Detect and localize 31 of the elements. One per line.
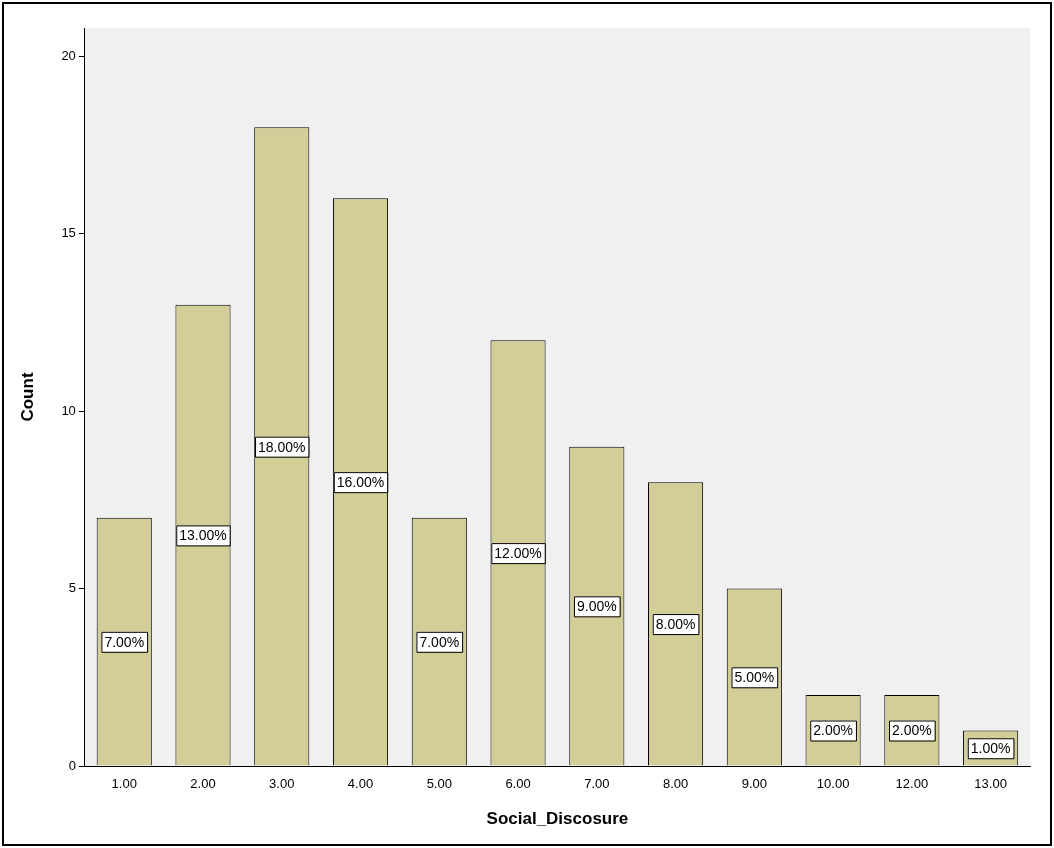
- x-tick-label: 3.00: [269, 776, 295, 792]
- x-tick-label: 4.00: [347, 776, 374, 792]
- x-tick-label: 12.00: [895, 776, 929, 792]
- data-label: 2.00%: [892, 722, 932, 739]
- data-label: 5.00%: [734, 669, 775, 686]
- data-label: 12.00%: [494, 544, 542, 561]
- data-label: 18.00%: [258, 438, 306, 455]
- data-label: 16.00%: [336, 474, 385, 491]
- y-tick-label: 10: [61, 402, 76, 418]
- x-tick-label: 7.00: [584, 776, 610, 792]
- x-tick-label: 6.00: [505, 776, 531, 792]
- data-label: 7.00%: [104, 633, 145, 650]
- x-tick-label: 5.00: [426, 776, 452, 792]
- data-label: 7.00%: [419, 633, 460, 650]
- data-label: 13.00%: [179, 527, 227, 544]
- data-label: 9.00%: [576, 598, 617, 615]
- data-label: 1.00%: [970, 740, 1011, 757]
- y-axis-title: Count: [17, 372, 37, 422]
- x-axis-title: Social_Discosure: [486, 809, 629, 829]
- y-tick-label: 15: [61, 225, 76, 241]
- x-tick-label: 9.00: [741, 776, 767, 792]
- x-tick-label: 13.00: [974, 776, 1007, 792]
- y-tick-label: 0: [68, 757, 76, 773]
- x-tick-label: 8.00: [662, 776, 689, 792]
- data-label: 2.00%: [813, 722, 853, 739]
- x-tick-label: 10.00: [816, 776, 850, 792]
- y-tick-label: 5: [68, 580, 76, 596]
- data-label: 8.00%: [655, 615, 696, 632]
- x-tick-label: 1.00: [111, 776, 137, 792]
- y-tick-label: 20: [61, 47, 76, 63]
- x-tick-label: 2.00: [190, 776, 216, 792]
